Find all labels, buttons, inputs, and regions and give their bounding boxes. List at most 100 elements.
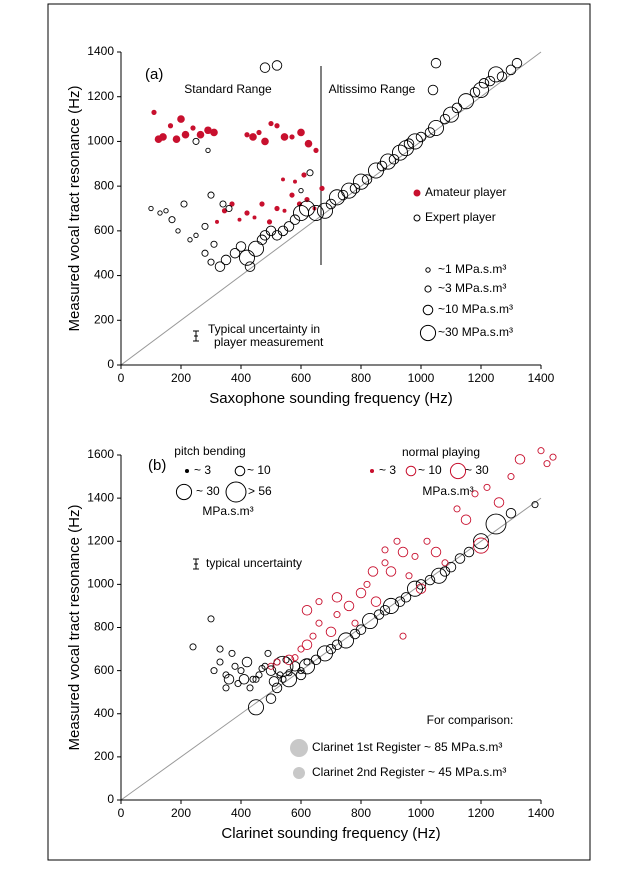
y-tick-label: 1000 (87, 134, 114, 148)
data-point (167, 123, 174, 129)
data-point (207, 191, 215, 199)
data-point (304, 139, 313, 148)
data-point (505, 64, 517, 76)
x-tick-label: 1200 (468, 806, 495, 820)
data-point (325, 198, 337, 210)
data-point (439, 113, 451, 125)
y-tick-label: 1200 (87, 533, 114, 547)
data-point (289, 134, 295, 140)
data-point (297, 128, 305, 137)
data-point (505, 507, 517, 519)
data-point (247, 699, 265, 716)
panel-label: (a) (145, 66, 163, 83)
legend-title: pitch bending (174, 444, 245, 458)
data-point (215, 219, 219, 224)
data-point (163, 208, 169, 214)
data-point (400, 592, 412, 603)
data-point (274, 205, 280, 212)
data-point (241, 656, 253, 668)
data-point (259, 201, 265, 207)
data-point (343, 600, 355, 612)
data-point (309, 632, 317, 640)
data-point (291, 654, 299, 662)
y-tick-label: 1600 (87, 447, 114, 461)
data-point (247, 240, 265, 257)
data-point (484, 75, 496, 87)
panel-label: (b) (148, 457, 166, 474)
y-tick-label: 1400 (87, 490, 114, 504)
data-point (549, 453, 557, 461)
data-point (295, 669, 307, 681)
data-point (180, 200, 188, 208)
data-point (507, 473, 515, 481)
data-point (189, 643, 197, 651)
data-point (514, 454, 526, 465)
y-tick-label: 400 (94, 706, 114, 720)
data-point (283, 221, 295, 232)
data-point (283, 654, 295, 666)
data-point (190, 125, 196, 131)
data-point (331, 639, 343, 650)
data-point (216, 645, 224, 653)
legend-label: ~ 3 (379, 463, 396, 477)
legend-marker (419, 324, 437, 342)
data-point (441, 559, 449, 567)
data-point (445, 561, 457, 573)
y-tick-label: 1400 (87, 44, 114, 58)
y-tick-label: 800 (94, 178, 114, 192)
data-point (229, 247, 241, 259)
annotation: Typical uncertainty in (208, 322, 320, 336)
x-tick-label: 0 (118, 371, 125, 385)
data-point (303, 658, 311, 666)
data-point (222, 684, 230, 692)
data-point (259, 62, 271, 73)
legend-label: ~ 10 (247, 463, 271, 477)
data-point (258, 664, 266, 672)
data-point (381, 546, 389, 554)
data-point (471, 490, 479, 498)
data-point (370, 596, 382, 607)
comparison-label: Clarinet 1st Register ~ 85 MPa.s.m³ (312, 740, 502, 754)
y-tick-label: 0 (107, 792, 114, 806)
x-tick-label: 200 (171, 806, 191, 820)
data-point (193, 232, 199, 238)
annotation: Altissimo Range (329, 82, 416, 96)
x-tick-label: 400 (231, 806, 251, 820)
data-point (469, 86, 481, 98)
data-point (306, 169, 314, 177)
legend-label: MPa.s.m³ (422, 484, 473, 498)
data-point (385, 566, 397, 577)
data-point (207, 615, 215, 623)
data-point (388, 154, 400, 165)
data-point (352, 173, 370, 190)
data-point (219, 200, 227, 208)
data-point (349, 183, 361, 194)
data-point (168, 216, 176, 224)
data-point (315, 598, 323, 606)
data-point (272, 655, 294, 677)
data-point (175, 228, 181, 234)
data-point (157, 210, 163, 216)
x-tick-label: 400 (231, 371, 251, 385)
data-point (252, 675, 260, 683)
data-point (214, 261, 226, 272)
data-point (273, 658, 281, 666)
data-point (267, 662, 275, 670)
annotation: typical uncertainty (206, 556, 302, 570)
x-tick-label: 600 (291, 806, 311, 820)
legend-label: > 56 (248, 484, 272, 498)
legend-label: ~ 3 (194, 463, 211, 477)
legend-marker (405, 465, 417, 477)
y-tick-label: 600 (94, 223, 114, 237)
data-point (355, 624, 367, 635)
comparison-title: For comparison: (427, 713, 514, 727)
data-point (148, 205, 154, 212)
data-point (271, 682, 283, 694)
data-point (328, 189, 346, 206)
x-tick-label: 1200 (468, 371, 495, 385)
data-point (531, 501, 539, 509)
data-point (511, 57, 523, 69)
data-point (301, 172, 307, 178)
data-point (453, 505, 461, 513)
data-point (415, 131, 427, 143)
